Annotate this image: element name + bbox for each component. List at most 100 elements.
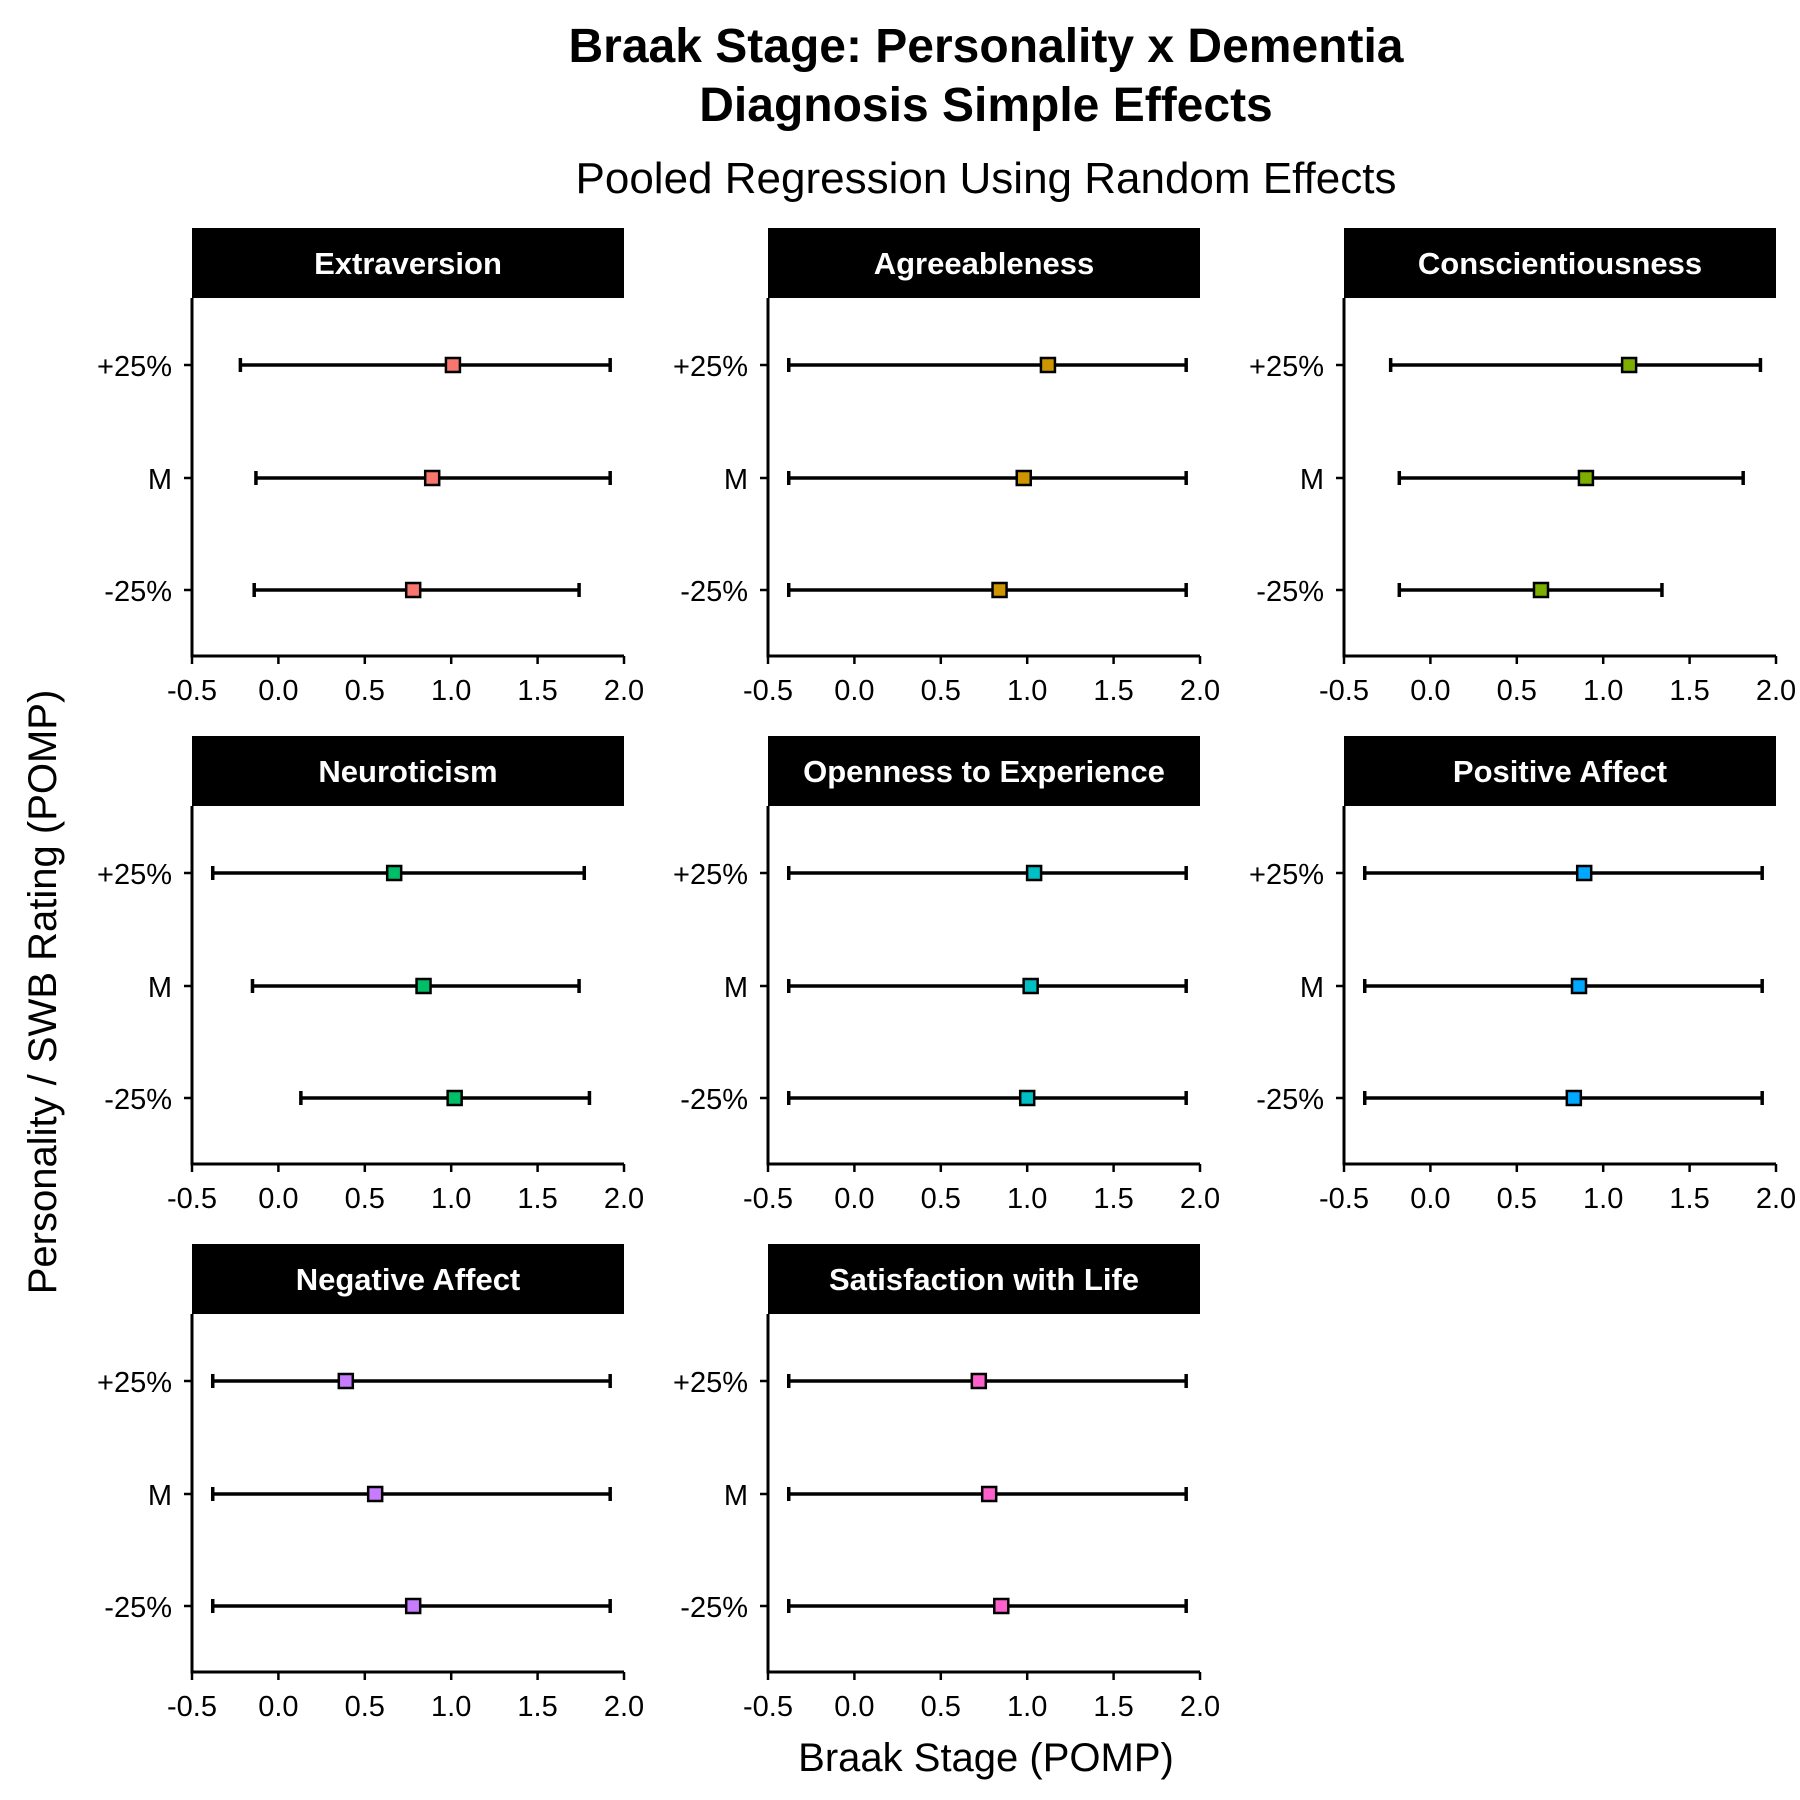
estimate-point <box>1620 356 1638 374</box>
y-tick-label: -25% <box>104 576 172 608</box>
facet-strip <box>192 228 624 298</box>
x-tick-label: 1.0 <box>431 1691 471 1723</box>
x-tick-label: 1.0 <box>431 675 471 707</box>
facet-strip <box>192 736 624 806</box>
x-tick-label: 2.0 <box>604 1183 644 1215</box>
facet-strip-label: Satisfaction with Life <box>829 1262 1139 1297</box>
chart-title-line-1: Braak Stage: Personality x Dementia <box>568 20 1403 73</box>
x-tick-label: 2.0 <box>1756 1183 1796 1215</box>
panel-openness-to-experience: Openness to Experience -0.5 0.0 0.5 1.0 1.5 2.… <box>673 736 1220 1215</box>
x-tick-label: 1.5 <box>1093 675 1133 707</box>
x-tick-label: -0.5 <box>167 1183 217 1215</box>
y-axis-title: Personality / SWB Rating (POMP) <box>21 690 65 1295</box>
y-tick-label: -25% <box>104 1592 172 1624</box>
x-tick-label: -0.5 <box>1319 675 1369 707</box>
facet-strip <box>1344 736 1776 806</box>
panel-positive-affect: Positive Affect -0.5 0.0 0.5 1.0 1.5 2.0 +25% M -… <box>1249 736 1796 1215</box>
x-tick-label: 0.5 <box>921 675 961 707</box>
x-tick-label: 0.5 <box>921 1183 961 1215</box>
x-tick-label: -0.5 <box>743 1691 793 1723</box>
x-tick-label: 1.5 <box>1669 1183 1709 1215</box>
x-tick-label: 0.5 <box>345 1691 385 1723</box>
y-tick-label: +25% <box>97 351 172 383</box>
facet-strip-label: Negative Affect <box>296 1262 521 1297</box>
facet-strip <box>768 1244 1200 1314</box>
facet-strip <box>768 736 1200 806</box>
x-tick-label: -0.5 <box>1319 1183 1369 1215</box>
estimate-point <box>993 1597 1010 1615</box>
y-tick-label: M <box>724 464 748 496</box>
y-tick-label: M <box>148 464 172 496</box>
facet-strip-label: Neuroticism <box>318 754 497 789</box>
estimate-point <box>444 356 462 374</box>
facet-strip <box>768 228 1200 298</box>
estimate-point <box>337 1372 355 1390</box>
facet-strip-label: Extraversion <box>314 246 502 281</box>
estimate-point <box>446 1089 463 1107</box>
estimate-point <box>991 581 1008 599</box>
facet-strip <box>1344 228 1776 298</box>
x-tick-label: 0.5 <box>1497 675 1537 707</box>
panel-conscientiousness: Conscientiousness -0.5 0.0 0.5 1.0 1.5 2.0 +25%… <box>1249 228 1796 707</box>
x-tick-label: 0.0 <box>1410 675 1450 707</box>
x-tick-label: 1.5 <box>1093 1183 1133 1215</box>
x-axis-title: Braak Stage (POMP) <box>798 1736 1174 1780</box>
panel-grid: Extraversion -0.5 0.0 0.5 1.0 1.5 2.0 +25% M -25%… <box>97 228 1796 1723</box>
x-tick-label: 1.0 <box>1007 675 1047 707</box>
y-tick-label: -25% <box>680 1084 748 1116</box>
panel-neuroticism: Neuroticism -0.5 0.0 0.5 1.0 1.5 2.0 +25% M -25% <box>97 736 644 1215</box>
estimate-point <box>1575 864 1593 882</box>
y-tick-label: +25% <box>673 859 748 891</box>
y-tick-label: M <box>724 972 748 1004</box>
x-tick-label: 2.0 <box>1180 1691 1220 1723</box>
x-tick-label: 1.0 <box>1007 1183 1047 1215</box>
estimate-point <box>404 581 422 599</box>
estimate-point <box>1015 469 1032 487</box>
estimate-point <box>1039 356 1057 374</box>
x-tick-label: -0.5 <box>167 675 217 707</box>
y-tick-label: M <box>724 1480 748 1512</box>
y-tick-label: +25% <box>673 351 748 383</box>
panel-satisfaction-with-life: Satisfaction with Life -0.5 0.0 0.5 1.0 1.5 2.… <box>673 1244 1220 1723</box>
y-tick-label: M <box>148 972 172 1004</box>
x-tick-label: 0.0 <box>834 1691 874 1723</box>
y-tick-label: +25% <box>673 1367 748 1399</box>
x-tick-label: 1.5 <box>517 1691 557 1723</box>
x-tick-label: 2.0 <box>1180 675 1220 707</box>
y-tick-label: M <box>1300 972 1324 1004</box>
x-tick-label: 0.5 <box>345 1183 385 1215</box>
estimate-point <box>415 977 432 995</box>
x-tick-label: 0.5 <box>921 1691 961 1723</box>
x-tick-label: 2.0 <box>1756 675 1796 707</box>
x-tick-label: 0.0 <box>834 1183 874 1215</box>
x-tick-label: 0.5 <box>1497 1183 1537 1215</box>
y-tick-label: +25% <box>97 1367 172 1399</box>
estimate-point <box>1532 581 1550 599</box>
estimate-point <box>1565 1089 1583 1107</box>
x-tick-label: -0.5 <box>743 1183 793 1215</box>
y-tick-label: M <box>148 1480 172 1512</box>
y-tick-label: +25% <box>97 859 172 891</box>
y-tick-label: +25% <box>1249 351 1324 383</box>
facet-strip-label: Openness to Experience <box>803 754 1165 789</box>
x-tick-label: 0.0 <box>258 1691 298 1723</box>
estimate-point <box>980 1485 998 1503</box>
estimate-point <box>1022 977 1039 995</box>
y-tick-label: -25% <box>680 1592 748 1624</box>
x-tick-label: -0.5 <box>167 1691 217 1723</box>
y-tick-label: -25% <box>1256 1084 1324 1116</box>
facet-strip-label: Agreeableness <box>874 246 1095 281</box>
x-tick-label: 0.0 <box>834 675 874 707</box>
x-tick-label: 0.0 <box>258 1183 298 1215</box>
x-tick-label: 2.0 <box>604 1691 644 1723</box>
estimate-point <box>1025 864 1043 882</box>
estimate-point <box>1570 977 1588 995</box>
x-tick-label: 1.0 <box>1007 1691 1047 1723</box>
estimate-point <box>404 1597 422 1615</box>
panel-agreeableness: Agreeableness -0.5 0.0 0.5 1.0 1.5 2.0 +25% M -25… <box>673 228 1220 707</box>
estimate-point <box>1577 469 1595 487</box>
y-tick-label: -25% <box>104 1084 172 1116</box>
x-tick-label: 1.5 <box>1669 675 1709 707</box>
x-tick-label: 1.0 <box>1583 675 1623 707</box>
